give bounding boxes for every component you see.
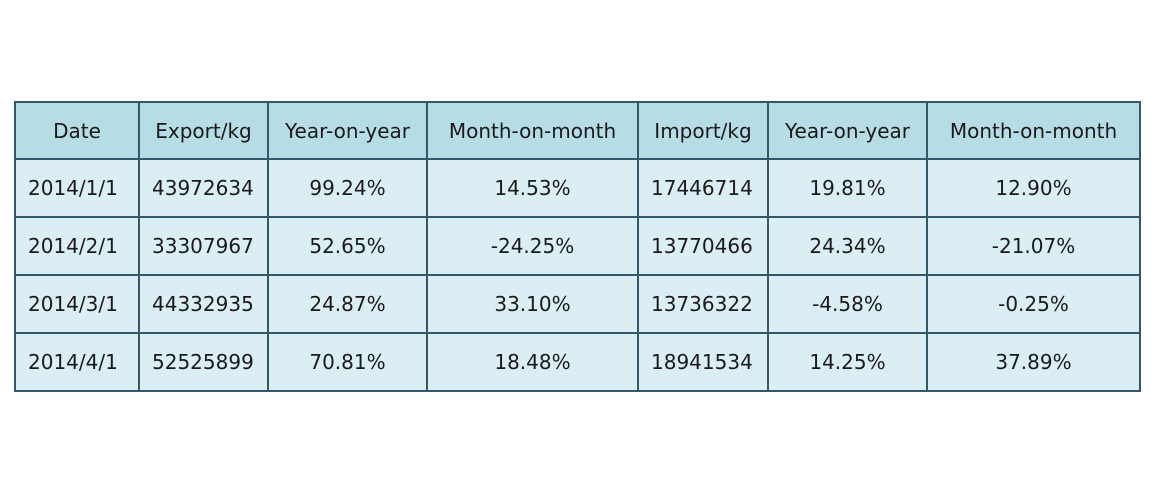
table-row: 2014/4/1 52525899 70.81% 18.48% 18941534… <box>14 332 1141 392</box>
cell-export-mom: -24.25% <box>426 216 639 276</box>
cell-export: 43972634 <box>138 158 269 218</box>
cell-export-yoy: 70.81% <box>267 332 428 392</box>
cell-export: 52525899 <box>138 332 269 392</box>
cell-import-mom: -21.07% <box>926 216 1141 276</box>
cell-date: 2014/1/1 <box>14 158 140 218</box>
cell-date: 2014/2/1 <box>14 216 140 276</box>
column-header-export-yoy: Year-on-year <box>267 101 428 160</box>
cell-export: 33307967 <box>138 216 269 276</box>
cell-import: 18941534 <box>637 332 769 392</box>
cell-export-mom: 14.53% <box>426 158 639 218</box>
cell-export: 44332935 <box>138 274 269 334</box>
cell-import-yoy: 14.25% <box>767 332 928 392</box>
column-header-import-yoy: Year-on-year <box>767 101 928 160</box>
cell-import-yoy: 19.81% <box>767 158 928 218</box>
cell-import-yoy: -4.58% <box>767 274 928 334</box>
cell-date: 2014/3/1 <box>14 274 140 334</box>
table-row: 2014/1/1 43972634 99.24% 14.53% 17446714… <box>14 158 1141 218</box>
table-row: 2014/3/1 44332935 24.87% 33.10% 13736322… <box>14 274 1141 334</box>
table-row: 2014/2/1 33307967 52.65% -24.25% 1377046… <box>14 216 1141 276</box>
cell-date: 2014/4/1 <box>14 332 140 392</box>
column-header-import: Import/kg <box>637 101 769 160</box>
cell-export-yoy: 52.65% <box>267 216 428 276</box>
data-table: Date Export/kg Year-on-year Month-on-mon… <box>14 101 1141 392</box>
cell-export-yoy: 99.24% <box>267 158 428 218</box>
cell-import: 13770466 <box>637 216 769 276</box>
cell-import: 13736322 <box>637 274 769 334</box>
column-header-export: Export/kg <box>138 101 269 160</box>
column-header-date: Date <box>14 101 140 160</box>
table-container: Date Export/kg Year-on-year Month-on-mon… <box>14 101 1141 392</box>
cell-import-yoy: 24.34% <box>767 216 928 276</box>
cell-import-mom: 12.90% <box>926 158 1141 218</box>
header-row: Date Export/kg Year-on-year Month-on-mon… <box>14 101 1141 160</box>
cell-export-yoy: 24.87% <box>267 274 428 334</box>
cell-import: 17446714 <box>637 158 769 218</box>
cell-import-mom: 37.89% <box>926 332 1141 392</box>
column-header-export-mom: Month-on-month <box>426 101 639 160</box>
cell-export-mom: 18.48% <box>426 332 639 392</box>
column-header-import-mom: Month-on-month <box>926 101 1141 160</box>
cell-export-mom: 33.10% <box>426 274 639 334</box>
cell-import-mom: -0.25% <box>926 274 1141 334</box>
